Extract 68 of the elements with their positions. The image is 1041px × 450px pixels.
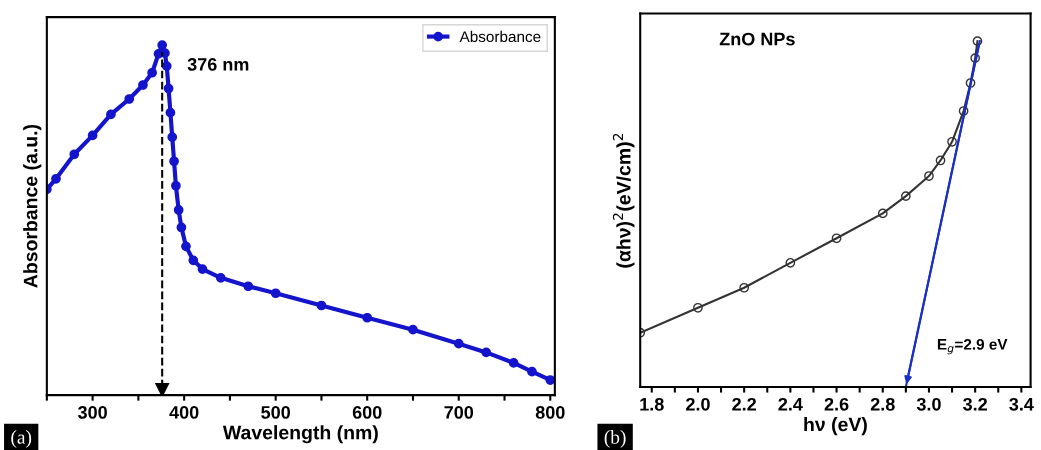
x-tick-label: 600 [352,405,382,419]
point [87,130,98,141]
x-tick-label: 2.2 [732,397,756,411]
x-tick-label: 300 [77,405,107,419]
point [165,107,176,118]
point [138,80,148,90]
x-tick-label: 2.4 [778,397,803,411]
point [106,109,116,120]
x-tick-label: 2.0 [686,397,710,411]
point [900,191,911,201]
point [188,255,199,266]
point [545,375,555,385]
point [924,171,934,181]
x-tick-label: 2.6 [824,397,849,411]
point [147,67,157,78]
x-tick-label: 3.4 [1009,397,1034,411]
point [739,282,750,293]
x-axis-title: hν (eV) [804,417,867,436]
point [215,272,226,283]
point [408,324,418,335]
legend-label: Absorbance [459,30,541,43]
point [157,40,168,50]
point [508,358,519,368]
point [453,338,464,349]
point [124,94,135,104]
point [527,366,537,377]
x-tick-label: 700 [444,405,474,419]
point [958,106,969,116]
point [161,61,172,71]
point [935,155,946,166]
point [877,208,888,219]
point [163,83,174,94]
x-tick-label: 2.8 [870,397,895,411]
annotation: 376 nm [187,57,249,71]
x-tick-label: 500 [261,405,290,419]
point [169,156,179,167]
y-axis-title: (αhν)$^{2}$(eV/cm)$^{2}$ [612,133,635,268]
y-axis-title: Absorbance (a.u.) [23,124,42,288]
x-axis-title: Wavelength (nm) [222,425,378,444]
annotation: E$_{g}$=2.9 eV [937,338,1008,355]
x-tick-label: 800 [535,405,565,419]
point [785,257,796,268]
point [69,149,80,160]
point [243,281,254,292]
point [831,233,842,244]
text: (b) [604,430,626,448]
x-tick-label: 3.2 [963,397,987,411]
text: (a) [11,430,32,448]
point [171,180,181,191]
point [970,53,981,63]
chart-title: ZnO NPs [719,32,795,46]
point [965,78,976,88]
point [197,264,208,274]
point [167,132,178,143]
x-tick-label: 1.8 [640,397,664,411]
point [362,312,373,323]
x-tick-label: 400 [169,405,199,419]
point [181,241,191,252]
point [947,136,957,147]
point [173,205,184,215]
x-tick-label: 3.0 [916,397,941,411]
point [51,173,61,184]
point [481,347,492,358]
point [693,302,703,313]
point [270,288,281,299]
point [316,300,327,311]
point [972,36,983,47]
point [176,222,187,233]
